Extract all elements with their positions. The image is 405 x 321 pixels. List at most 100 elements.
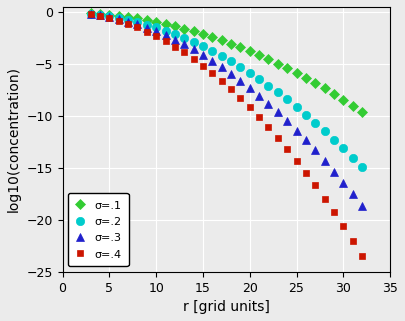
σ=.4 (266, 126, 271, 129)
σ=.4 (182, 50, 187, 54)
σ=.3 (228, 72, 233, 75)
σ=.2 (219, 54, 224, 58)
σ=.3 (126, 20, 130, 23)
σ=.2 (200, 44, 205, 48)
σ=.2 (285, 98, 290, 101)
σ=.1 (350, 104, 355, 108)
σ=.2 (350, 156, 355, 160)
σ=.3 (88, 12, 93, 16)
σ=.4 (360, 254, 364, 257)
σ=.3 (341, 181, 346, 185)
σ=.1 (228, 42, 233, 46)
Line: σ=.1: σ=.1 (87, 10, 366, 115)
σ=.3 (350, 192, 355, 196)
σ=.4 (322, 197, 327, 201)
σ=.4 (135, 26, 140, 30)
σ=.4 (126, 22, 130, 26)
Line: σ=.2: σ=.2 (87, 10, 366, 171)
σ=.2 (266, 83, 271, 87)
σ=.1 (257, 53, 262, 57)
σ=.4 (294, 159, 299, 163)
σ=.2 (322, 129, 327, 133)
σ=.2 (154, 25, 159, 29)
σ=.3 (313, 148, 318, 152)
σ=.4 (238, 96, 243, 100)
σ=.3 (266, 102, 271, 106)
σ=.2 (247, 71, 252, 75)
σ=.1 (126, 15, 130, 19)
σ=.1 (98, 12, 102, 16)
σ=.1 (210, 35, 215, 39)
σ=.1 (191, 30, 196, 33)
σ=.1 (285, 66, 290, 70)
σ=.2 (238, 65, 243, 69)
σ=.4 (154, 34, 159, 38)
σ=.2 (210, 49, 215, 53)
σ=.3 (145, 26, 149, 30)
Line: σ=.4: σ=.4 (87, 11, 366, 259)
σ=.3 (200, 53, 205, 57)
σ=.1 (294, 71, 299, 75)
σ=.1 (163, 22, 168, 26)
Legend: σ=.1, σ=.2, σ=.3, σ=.4: σ=.1, σ=.2, σ=.3, σ=.4 (68, 193, 129, 266)
X-axis label: r [grid units]: r [grid units] (183, 300, 270, 314)
σ=.2 (116, 16, 121, 20)
σ=.2 (182, 36, 187, 40)
σ=.2 (163, 29, 168, 32)
σ=.4 (275, 136, 280, 140)
σ=.4 (228, 87, 233, 91)
σ=.1 (116, 14, 121, 18)
σ=.3 (303, 138, 308, 142)
σ=.2 (332, 138, 337, 142)
σ=.2 (294, 105, 299, 109)
σ=.1 (219, 39, 224, 42)
σ=.3 (210, 59, 215, 63)
σ=.4 (285, 147, 290, 151)
σ=.4 (257, 115, 262, 119)
σ=.1 (322, 86, 327, 90)
σ=.4 (116, 19, 121, 23)
Line: σ=.3: σ=.3 (87, 10, 366, 210)
σ=.3 (219, 65, 224, 69)
σ=.2 (107, 14, 112, 18)
σ=.1 (266, 57, 271, 61)
σ=.1 (182, 27, 187, 30)
σ=.1 (303, 76, 308, 80)
σ=.1 (332, 92, 337, 96)
σ=.3 (247, 86, 252, 90)
σ=.2 (313, 121, 318, 125)
σ=.4 (200, 64, 205, 68)
σ=.4 (332, 210, 337, 214)
σ=.4 (313, 184, 318, 187)
σ=.2 (135, 20, 140, 24)
σ=.1 (145, 18, 149, 22)
σ=.3 (163, 33, 168, 37)
σ=.2 (191, 40, 196, 44)
σ=.4 (219, 79, 224, 83)
σ=.3 (135, 22, 140, 26)
σ=.3 (360, 204, 364, 208)
σ=.3 (173, 38, 177, 41)
σ=.3 (294, 129, 299, 133)
σ=.4 (173, 45, 177, 48)
σ=.2 (341, 146, 346, 150)
σ=.4 (247, 105, 252, 109)
σ=.1 (238, 45, 243, 49)
σ=.2 (145, 22, 149, 26)
σ=.1 (341, 98, 346, 101)
σ=.1 (247, 49, 252, 53)
σ=.3 (182, 42, 187, 46)
σ=.1 (313, 81, 318, 85)
σ=.1 (135, 17, 140, 21)
σ=.2 (257, 77, 262, 81)
σ=.3 (322, 159, 327, 163)
σ=.1 (154, 20, 159, 24)
σ=.3 (238, 79, 243, 82)
σ=.4 (98, 14, 102, 18)
σ=.3 (275, 110, 280, 114)
σ=.1 (107, 13, 112, 17)
σ=.2 (360, 165, 364, 169)
σ=.2 (98, 13, 102, 17)
Y-axis label: log10(concentration): log10(concentration) (7, 66, 21, 213)
σ=.2 (275, 91, 280, 94)
